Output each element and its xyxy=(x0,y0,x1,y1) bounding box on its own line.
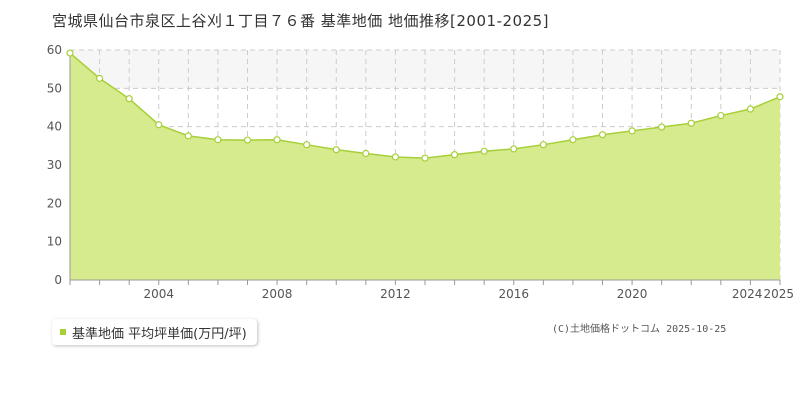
y-tick-label: 60 xyxy=(47,43,62,57)
x-tick-label: 2004 xyxy=(143,287,174,301)
data-point xyxy=(184,132,192,140)
y-tick-labels: 0 10 20 30 40 50 60 xyxy=(47,43,62,287)
data-point xyxy=(717,111,725,120)
data-point xyxy=(598,131,607,139)
series-area xyxy=(70,53,780,280)
data-point xyxy=(332,146,340,154)
data-point xyxy=(480,147,488,155)
y-tick-label: 0 xyxy=(54,273,62,287)
data-point xyxy=(95,74,104,82)
data-point xyxy=(303,141,311,149)
data-point xyxy=(628,127,636,135)
data-point xyxy=(658,123,666,131)
x-tick-labels: 2004 2008 2012 2016 2020 2024 2025 xyxy=(143,287,794,301)
copyright-text: (C)土地価格ドットコム 2025-10-25 xyxy=(552,324,727,335)
data-point xyxy=(214,136,222,144)
x-tick-label: 2024 xyxy=(732,287,763,301)
y-tick-label: 10 xyxy=(47,235,62,249)
marker-layer xyxy=(66,49,784,162)
legend-label: 基準地価 平均坪単価(万円/坪) xyxy=(72,326,247,342)
data-point xyxy=(66,49,74,57)
data-point xyxy=(510,145,518,153)
data-point xyxy=(391,153,400,161)
data-point xyxy=(243,136,252,144)
y-tick-label: 20 xyxy=(47,196,62,210)
x-tick-label: 2012 xyxy=(380,287,411,301)
x-tick-label: 2020 xyxy=(617,287,648,301)
data-point xyxy=(125,95,133,103)
data-point xyxy=(450,151,459,159)
x-tick-label: 2025 xyxy=(763,287,794,301)
y-tick-label: 40 xyxy=(47,120,62,134)
data-point xyxy=(273,136,281,144)
x-tick-label: 2016 xyxy=(498,287,529,301)
x-tick-label: 2008 xyxy=(262,287,293,301)
data-point xyxy=(539,141,547,149)
data-point xyxy=(362,149,370,158)
data-point xyxy=(776,93,784,101)
data-point xyxy=(155,121,163,129)
data-point xyxy=(421,154,429,162)
y-tick-label: 50 xyxy=(47,81,62,95)
chart-title: 宮城県仙台市泉区上谷刈１丁目７６番 基準地価 地価推移[2001-2025] xyxy=(52,12,550,30)
y-tick-label: 30 xyxy=(47,158,62,172)
legend: 基準地価 平均坪単価(万円/坪) xyxy=(52,319,257,345)
legend-swatch xyxy=(60,329,66,335)
data-point xyxy=(687,119,695,127)
axes-layer xyxy=(69,50,781,285)
data-point xyxy=(746,105,755,113)
data-point xyxy=(569,136,577,144)
